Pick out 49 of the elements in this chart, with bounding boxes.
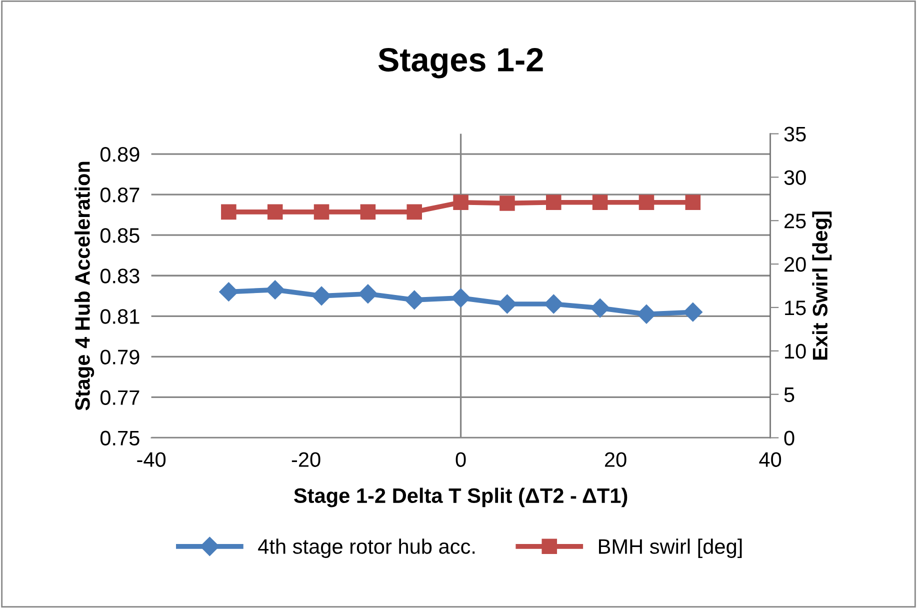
y-tick-label: 0.85 bbox=[100, 228, 140, 243]
x-tick-label: 0 bbox=[456, 452, 466, 467]
y-tick-label: 0.89 bbox=[100, 147, 140, 162]
point bbox=[219, 282, 238, 302]
point bbox=[267, 204, 283, 220]
y2-tick-label: 30 bbox=[784, 170, 806, 185]
legend-label: BMH swirl [deg] bbox=[599, 538, 742, 558]
y2-tick-label: 15 bbox=[785, 300, 806, 316]
point bbox=[636, 304, 656, 324]
y-tick-label: 0.87 bbox=[100, 188, 140, 202]
y2-tick-label: 35 bbox=[784, 126, 806, 142]
y2-tick-label: 5 bbox=[784, 388, 794, 402]
point bbox=[498, 294, 517, 314]
x-axis-title: Stage 1-2 Delta T Split (ΔT2 - ΔT1) bbox=[294, 488, 628, 508]
point bbox=[406, 204, 422, 220]
point bbox=[451, 288, 470, 308]
point bbox=[404, 290, 424, 310]
x-tick-label: 40 bbox=[759, 452, 782, 467]
point bbox=[683, 302, 702, 322]
y-tick-label: 0.83 bbox=[100, 268, 140, 284]
point bbox=[453, 194, 468, 210]
y2-tick-label: 0 bbox=[784, 430, 794, 446]
legend-label: 4th stage rotor hub acc. bbox=[258, 538, 475, 558]
point bbox=[360, 204, 376, 220]
y-tick-label: 0.77 bbox=[100, 390, 140, 405]
chart-title: Stages 1-2 bbox=[378, 48, 543, 78]
point bbox=[312, 286, 332, 306]
y2-tick-label: 25 bbox=[784, 214, 806, 228]
x-tick-label: -40 bbox=[137, 452, 166, 467]
point bbox=[266, 280, 285, 300]
y2-tick-label: 10 bbox=[785, 344, 806, 359]
point bbox=[685, 194, 701, 210]
point bbox=[544, 294, 564, 314]
point bbox=[500, 196, 515, 211]
point bbox=[590, 298, 610, 318]
x-tick-label: -20 bbox=[292, 452, 320, 467]
y-tick-label: 0.81 bbox=[100, 309, 140, 324]
point bbox=[221, 204, 236, 220]
point bbox=[592, 194, 608, 210]
point bbox=[638, 194, 654, 210]
y-tick-label: 0.75 bbox=[100, 430, 140, 446]
y-axis-title: Stage 4 Hub Acceleration bbox=[74, 162, 94, 410]
y-tick-label: 0.79 bbox=[100, 350, 140, 364]
point bbox=[358, 284, 378, 304]
point bbox=[546, 194, 562, 210]
point bbox=[314, 204, 330, 220]
x-tick-label: 20 bbox=[605, 452, 626, 467]
y2-axis-title: Exit Swirl [deg] bbox=[812, 212, 832, 360]
y2-tick-label: 20 bbox=[784, 257, 806, 272]
